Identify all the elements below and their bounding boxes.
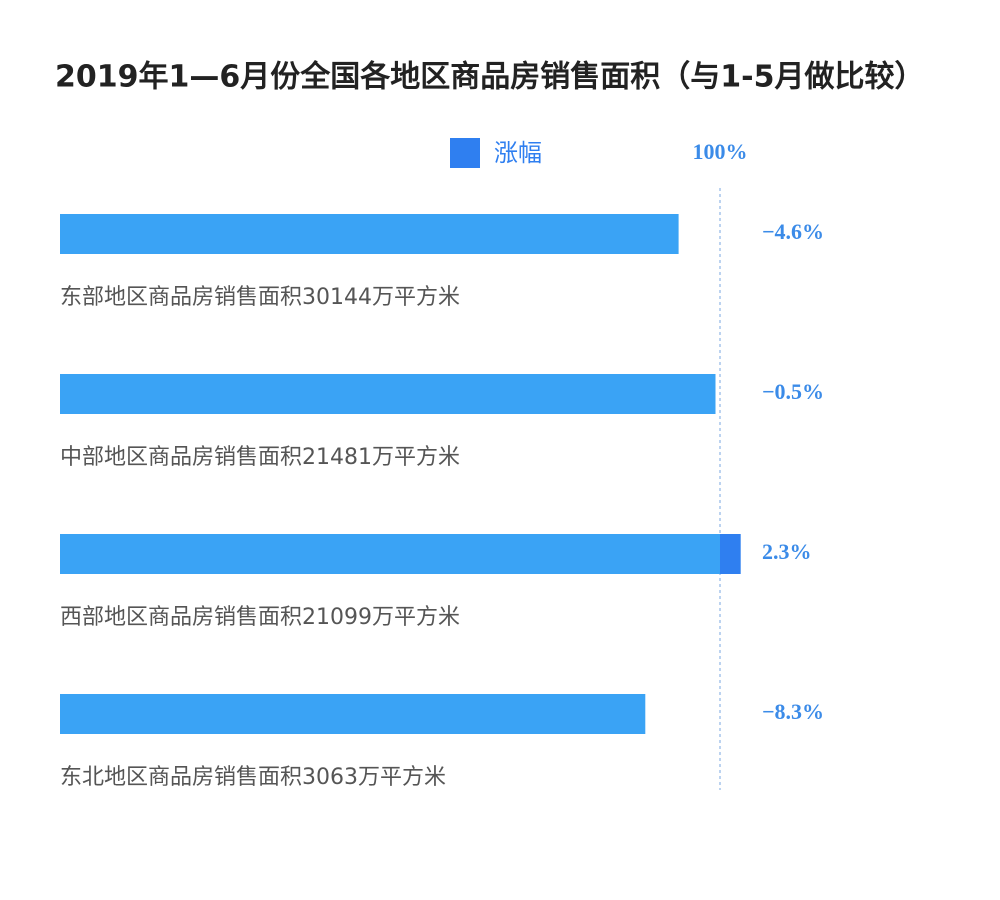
bar <box>60 214 679 254</box>
legend-label: 涨幅 <box>494 139 542 167</box>
legend-swatch <box>450 138 480 168</box>
category-label: 东部地区商品房销售面积30144万平方米 <box>60 285 460 310</box>
category-label: 中部地区商品房销售面积21481万平方米 <box>60 445 460 470</box>
category-label: 西部地区商品房销售面积21099万平方米 <box>60 605 460 630</box>
chart-title: 2019年1—6月份全国各地区商品房销售面积（与1-5月做比较） <box>55 60 924 95</box>
value-label: −4.6% <box>762 219 824 244</box>
value-label: −8.3% <box>762 699 824 724</box>
reference-label: 100% <box>693 139 748 164</box>
bar <box>60 374 716 414</box>
value-label: 2.3% <box>762 539 812 564</box>
bar-base <box>60 534 720 574</box>
value-label: −0.5% <box>762 379 824 404</box>
bar <box>720 534 741 574</box>
bar <box>60 694 646 734</box>
category-label: 东北地区商品房销售面积3063万平方米 <box>60 765 446 790</box>
